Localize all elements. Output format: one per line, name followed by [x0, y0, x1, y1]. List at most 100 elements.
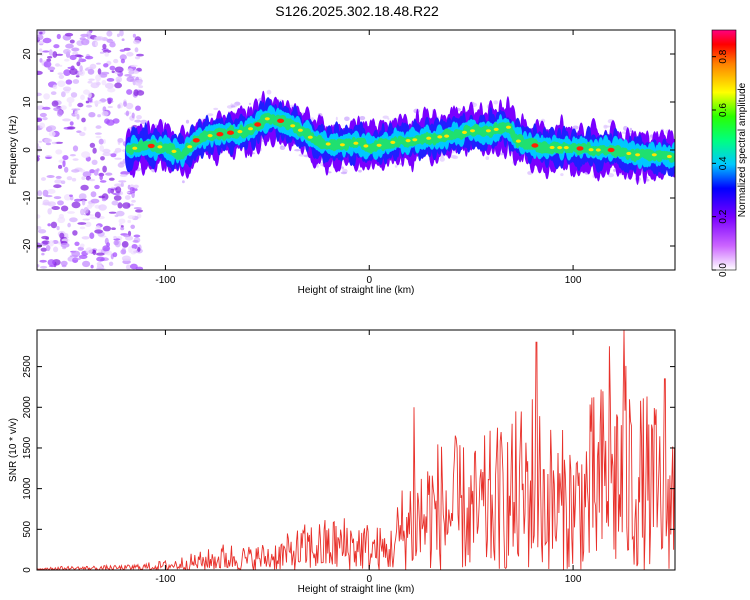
noise-speck	[60, 180, 66, 184]
noise-speck	[102, 225, 112, 232]
noise-speck	[106, 97, 113, 102]
noise-speck	[125, 264, 131, 270]
noise-speck	[105, 250, 113, 256]
colorbar-gradient	[711, 29, 737, 271]
halo-speck	[248, 102, 252, 106]
halo-speck	[358, 169, 362, 173]
noise-speck	[135, 209, 143, 213]
colorbar-tick-label: 0.2	[718, 209, 729, 223]
noise-speck	[66, 97, 75, 103]
noise-speck	[94, 229, 103, 234]
ridge-peak	[412, 138, 418, 142]
noise-speck	[82, 218, 90, 221]
noise-speck	[38, 229, 47, 234]
noise-speck	[117, 138, 124, 143]
ridge-peak	[666, 154, 672, 159]
snr-series-line	[37, 330, 675, 570]
noise-speck	[76, 113, 80, 120]
noise-speck	[120, 226, 125, 231]
noise-speck	[118, 218, 126, 224]
noise-speck	[38, 40, 45, 45]
snr-panel: -100 0 100 0 500 1000 1500 2000 2500 Height of …	[8, 329, 676, 595]
noise-speck	[77, 246, 84, 251]
noise-speck	[87, 91, 92, 99]
noise-speck	[135, 105, 141, 111]
noise-speck	[71, 47, 80, 52]
noise-speck	[122, 258, 132, 262]
noise-speck	[107, 187, 112, 194]
noise-speck	[98, 204, 107, 211]
noise-speck	[71, 201, 81, 209]
noise-speck	[114, 66, 124, 73]
noise-speck	[69, 195, 74, 201]
noise-speck	[101, 198, 107, 202]
noise-speck	[76, 61, 81, 67]
noise-speck	[69, 217, 78, 223]
noise-speck	[37, 92, 42, 97]
noise-speck	[90, 264, 94, 269]
noise-speck	[39, 122, 46, 129]
x-tick-label: -100	[155, 275, 175, 286]
ridge-peak	[187, 145, 193, 149]
colorbar-tick-label: 0.4	[718, 156, 729, 170]
noise-speck	[51, 100, 59, 107]
noise-speck	[56, 226, 60, 231]
snr-frame	[36, 329, 676, 571]
spectrogram-marks	[37, 30, 675, 270]
noise-speck	[131, 112, 135, 119]
halo-speck	[134, 119, 141, 123]
ridge-peak	[405, 139, 411, 143]
noise-speck	[62, 118, 71, 122]
noise-speck	[81, 236, 90, 240]
halo-speck	[439, 156, 445, 162]
noise-speck	[102, 245, 111, 252]
noise-speck	[91, 159, 98, 165]
noise-speck	[78, 193, 87, 200]
noise-speck	[42, 240, 51, 245]
noise-speck	[88, 112, 96, 118]
noise-speck	[45, 142, 52, 146]
noise-speck	[37, 264, 40, 268]
noise-speck	[81, 176, 86, 181]
noise-speck	[108, 261, 114, 266]
noise-speck	[130, 203, 134, 206]
noise-speck	[115, 210, 125, 217]
noise-speck	[43, 93, 50, 100]
noise-speck	[80, 33, 89, 38]
noise-speck	[105, 172, 113, 176]
noise-speck	[119, 173, 128, 177]
noise-speck	[57, 216, 66, 224]
halo-speck	[359, 116, 366, 121]
noise-speck	[96, 256, 105, 262]
noise-speck	[54, 141, 64, 144]
noise-speck	[127, 215, 135, 220]
noise-speck	[97, 68, 102, 75]
noise-speck	[84, 68, 89, 71]
noise-speck	[96, 168, 100, 172]
noise-speck	[124, 74, 132, 77]
noise-speck	[71, 108, 81, 111]
noise-speck	[48, 240, 54, 247]
noise-speck	[96, 62, 101, 65]
noise-speck	[47, 259, 56, 266]
noise-speck	[133, 184, 139, 189]
x-tick-label: -100	[155, 574, 175, 585]
noise-speck	[64, 58, 70, 62]
noise-speck	[100, 156, 105, 161]
noise-speck	[114, 157, 122, 160]
noise-speck	[47, 223, 51, 227]
noise-speck	[72, 51, 79, 55]
snr-y-ticks: 0 500 1000 1500 2000 2500	[22, 355, 675, 573]
noise-speck	[119, 161, 126, 165]
halo-speck	[485, 156, 490, 161]
halo-speck	[344, 116, 350, 122]
noise-speck	[128, 70, 135, 75]
noise-speck	[89, 216, 98, 220]
noise-speck	[42, 37, 52, 44]
noise-speck	[47, 56, 53, 59]
noise-speck	[131, 199, 136, 203]
spectrogram-y-label: Frequency (Hz)	[8, 116, 19, 185]
halo-speck	[493, 100, 499, 105]
noise-speck	[111, 70, 116, 74]
noise-speck	[119, 30, 124, 37]
